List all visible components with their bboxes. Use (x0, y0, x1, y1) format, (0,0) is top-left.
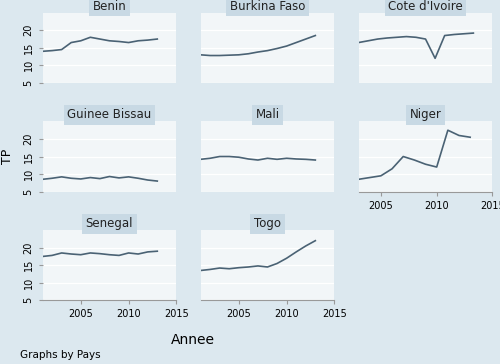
Text: Graphs by Pays: Graphs by Pays (20, 351, 100, 360)
Text: Annee: Annee (170, 333, 214, 347)
Title: Togo: Togo (254, 217, 281, 230)
Title: Mali: Mali (256, 108, 280, 122)
Title: Benin: Benin (92, 0, 126, 13)
Title: Burkina Faso: Burkina Faso (230, 0, 305, 13)
Title: Senegal: Senegal (86, 217, 133, 230)
Title: Guinee Bissau: Guinee Bissau (68, 108, 152, 122)
Title: Niger: Niger (410, 108, 442, 122)
Text: TP: TP (1, 149, 14, 164)
Title: Cote d'Ivoire: Cote d'Ivoire (388, 0, 463, 13)
